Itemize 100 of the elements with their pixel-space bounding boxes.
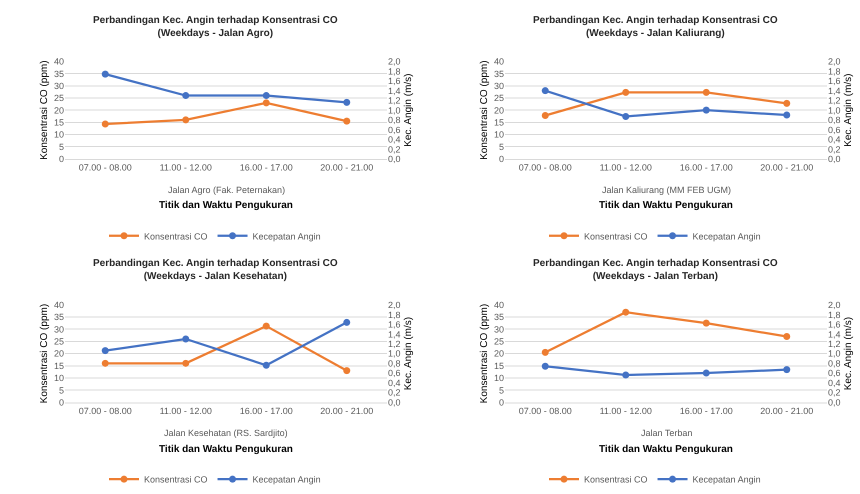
y-axis-title: Konsentrasi CO (ppm) bbox=[478, 304, 490, 404]
point bbox=[702, 320, 710, 327]
point bbox=[102, 120, 109, 128]
point bbox=[262, 92, 270, 100]
point bbox=[783, 100, 790, 107]
y2-tick-label: 1,2 bbox=[388, 338, 401, 349]
x-axis-title: Titik dan Waktu Pengukuran bbox=[159, 200, 293, 211]
y2-axis-title: Kec. Angin (m/s) bbox=[403, 316, 414, 390]
y2-tick-label: 1,4 bbox=[828, 329, 841, 340]
point bbox=[182, 335, 190, 342]
point bbox=[542, 112, 549, 120]
point bbox=[622, 112, 630, 120]
y-tick-label: 40 bbox=[54, 56, 64, 67]
y-tick-label: 30 bbox=[494, 324, 504, 334]
y-tick-label: 20 bbox=[494, 348, 504, 359]
point bbox=[783, 333, 790, 340]
y2-tick-label: 0,4 bbox=[828, 378, 841, 388]
y-tick-label: 0 bbox=[58, 397, 64, 408]
y-tick-label: 40 bbox=[494, 56, 504, 67]
y-tick-label: 40 bbox=[494, 300, 504, 310]
x-tick-label: 20.00 - 21.00 bbox=[320, 406, 374, 416]
y-tick-label: 35 bbox=[54, 68, 64, 79]
y2-tick-label: 1,0 bbox=[388, 348, 401, 359]
y2-tick-label: 1,8 bbox=[388, 66, 401, 76]
point bbox=[182, 92, 190, 100]
y-axis-title: Konsentrasi CO (ppm) bbox=[38, 304, 50, 404]
x-tick-label: 11.00 - 12.00 bbox=[160, 162, 212, 173]
y2-tick-label: 0,8 bbox=[388, 115, 401, 126]
x-tick-label: 07.00 - 08.00 bbox=[78, 406, 132, 416]
text: Jalan Kaliurang (MM FEB UGM) bbox=[602, 185, 732, 195]
y-tick-label: 15 bbox=[54, 360, 64, 371]
y-tick-label: 25 bbox=[494, 336, 504, 347]
point bbox=[262, 322, 270, 330]
x-tick-label: 16.00 - 17.00 bbox=[240, 162, 293, 173]
point bbox=[783, 112, 790, 119]
point bbox=[542, 348, 549, 356]
y2-axis-title: Kec. Angin (m/s) bbox=[403, 73, 414, 147]
y2-tick-label: 1,8 bbox=[388, 310, 401, 320]
point bbox=[622, 308, 630, 316]
y2-tick-label: 0,8 bbox=[828, 358, 841, 368]
y2-tick-label: 2,0 bbox=[828, 300, 841, 310]
text: Jalan Agro (Fak. Peternakan) bbox=[168, 185, 286, 195]
chart-title: Perbandingan Kec. Angin terhadap Konsentrasi CO (Weekdays - Jalan Kaliurang) bbox=[533, 15, 778, 39]
y-tick-label: 25 bbox=[54, 336, 64, 347]
y2-axis-title: Kec. Angin (m/s) bbox=[843, 316, 854, 390]
point bbox=[702, 370, 710, 377]
text: Jalan Kesehatan (RS. Sardjito) bbox=[164, 428, 288, 438]
y-tick-label: 35 bbox=[494, 312, 504, 322]
y-tick-label: 0 bbox=[58, 154, 64, 164]
y-tick-label: 30 bbox=[54, 324, 64, 334]
y-tick-label: 30 bbox=[494, 80, 504, 91]
legend-label: Konsentrasi CO bbox=[584, 231, 648, 242]
y2-tick-label: 1,2 bbox=[388, 96, 401, 106]
y-tick-label: 10 bbox=[54, 373, 64, 384]
chart-title: Perbandingan Kec. Angin terhadap Konsentrasi CO (Weekdays - Jalan Agro) bbox=[93, 15, 338, 39]
x-tick-label: 07.00 - 08.00 bbox=[518, 162, 572, 173]
y-tick-label: 10 bbox=[54, 130, 64, 140]
y2-tick-label: 0,2 bbox=[388, 388, 401, 398]
y2-tick-label: 1,0 bbox=[828, 348, 841, 359]
x-tick-label: 07.00 - 08.00 bbox=[518, 406, 572, 416]
y-tick-label: 20 bbox=[54, 105, 64, 116]
point bbox=[343, 367, 350, 374]
y-axis-title: Konsentrasi CO (ppm) bbox=[38, 60, 50, 160]
point bbox=[262, 362, 270, 369]
point bbox=[622, 88, 630, 96]
point bbox=[622, 372, 630, 378]
point bbox=[102, 360, 109, 367]
y2-tick-label: 1,2 bbox=[828, 96, 841, 106]
y-tick-label: 20 bbox=[494, 105, 504, 116]
text: Jalan Terban bbox=[641, 428, 692, 438]
point bbox=[343, 318, 350, 326]
chart-title: Perbandingan Kec. Angin terhadap Konsentrasi CO (Weekdays - Jalan Terban) bbox=[533, 258, 778, 282]
y2-tick-label: 2,0 bbox=[388, 56, 401, 67]
y2-tick-label: 0,4 bbox=[388, 378, 401, 388]
y2-tick-label: 0,0 bbox=[828, 397, 841, 408]
y-tick-label: 10 bbox=[494, 130, 504, 140]
y-tick-label: 15 bbox=[494, 117, 504, 128]
point bbox=[783, 366, 790, 374]
legend-label: Kecepatan Angin bbox=[252, 231, 321, 242]
y-tick-label: 0 bbox=[498, 397, 504, 408]
y-tick-label: 0 bbox=[498, 154, 504, 164]
x-tick-label: 20.00 - 21.00 bbox=[760, 162, 814, 173]
point bbox=[542, 87, 549, 94]
y-tick-label: 10 bbox=[494, 373, 504, 384]
y2-tick-label: 0,6 bbox=[828, 124, 841, 135]
point bbox=[343, 98, 350, 106]
y2-tick-label: 1,0 bbox=[388, 105, 401, 116]
legend-label: Kecepatan Angin bbox=[692, 231, 761, 242]
point bbox=[702, 106, 710, 114]
point bbox=[102, 70, 109, 78]
y-tick-label: 5 bbox=[498, 385, 504, 396]
y2-tick-label: 0,0 bbox=[828, 154, 841, 164]
y2-tick-label: 1,4 bbox=[388, 329, 401, 340]
y2-tick-label: 1,6 bbox=[388, 76, 401, 86]
point bbox=[702, 88, 710, 96]
y2-tick-label: 0,2 bbox=[828, 144, 841, 154]
x-tick-label: 11.00 - 12.00 bbox=[600, 162, 652, 173]
point bbox=[182, 360, 190, 367]
y-tick-label: 35 bbox=[494, 68, 504, 79]
y-tick-label: 5 bbox=[58, 385, 64, 396]
